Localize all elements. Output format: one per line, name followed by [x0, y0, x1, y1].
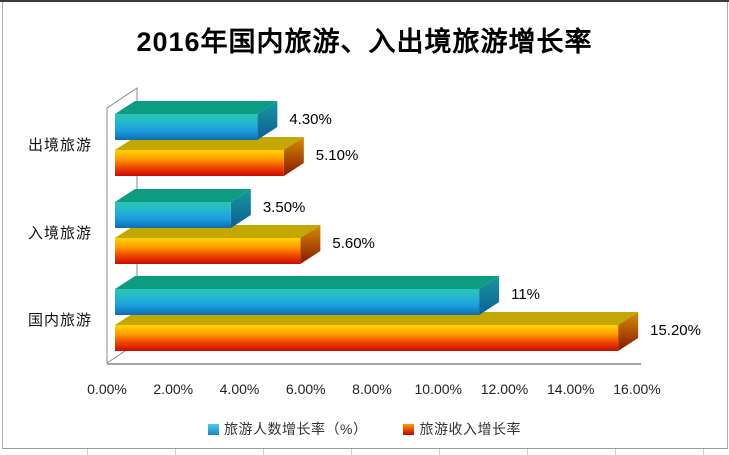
legend: 旅游人数增长率（%） 旅游收入增长率 — [0, 419, 729, 439]
chart-title: 2016年国内旅游、入出境旅游增长率 — [136, 27, 593, 57]
data-label: 15.20% — [650, 322, 701, 339]
bar-side-face-s1-g1 — [300, 225, 321, 264]
legend-swatch-cyan — [208, 423, 220, 435]
x-tick-label: 16.00% — [613, 381, 661, 397]
x-tick-label: 8.00% — [352, 381, 392, 397]
x-tick-label: 10.00% — [414, 381, 462, 397]
x-tick-label: 12.00% — [480, 381, 529, 397]
bar-top-face-s1-g1 — [115, 225, 321, 238]
legend-label-revenue-growth: 旅游收入增长率 — [419, 421, 521, 437]
x-tick-label: 4.00% — [219, 381, 260, 397]
bar-front-face-s1-g0 — [115, 150, 284, 176]
x-tick-label: 6.00% — [285, 381, 326, 397]
data-label: 5.60% — [332, 235, 375, 252]
bar-front-face-s1-g2 — [115, 325, 619, 351]
bar-front-face-s0-g2 — [115, 289, 480, 315]
worksheet-gridlines-strip — [0, 449, 729, 455]
x-tick-label: 0.00% — [87, 381, 127, 397]
bar-top-face-s1-g2 — [115, 312, 639, 325]
category-label-inbound: 入境旅游 — [27, 225, 92, 242]
bar-side-face-s1-g2 — [618, 312, 639, 351]
legend-label-tourist-growth: 旅游人数增长率（%） — [224, 421, 368, 437]
bar-top-face-s0-g0 — [115, 101, 278, 114]
legend-swatch-red — [403, 423, 415, 435]
data-label: 5.10% — [315, 147, 359, 164]
data-label: 4.30% — [289, 111, 332, 128]
x-tick-label: 14.00% — [547, 381, 595, 397]
worksheet-top-edge — [0, 0, 729, 2]
data-label: 11% — [511, 286, 541, 303]
x-tick-label: 2.00% — [153, 381, 194, 397]
chart-object-border — [2, 2, 728, 449]
bar-front-face-s0-g0 — [115, 114, 258, 140]
bar-side-face-s1-g0 — [283, 137, 304, 176]
category-label-outbound: 出境旅游 — [27, 137, 92, 154]
bar-top-face-s0-g1 — [115, 189, 251, 202]
bar-top-face-s0-g2 — [115, 276, 500, 289]
legend-item-tourist-growth: 旅游人数增长率（%） — [208, 419, 367, 439]
bar-front-face-s1-g1 — [115, 238, 301, 264]
bar-front-face-s0-g1 — [115, 202, 231, 228]
bar-side-face-s0-g0 — [257, 101, 278, 140]
category-label-domestic: 国内旅游 — [27, 312, 92, 329]
bar-top-face-s1-g0 — [115, 137, 304, 150]
data-label: 3.50% — [262, 199, 306, 216]
legend-item-revenue-growth: 旅游收入增长率 — [403, 419, 521, 439]
bar-side-face-s0-g2 — [479, 276, 500, 315]
bar-side-face-s0-g1 — [230, 189, 251, 228]
